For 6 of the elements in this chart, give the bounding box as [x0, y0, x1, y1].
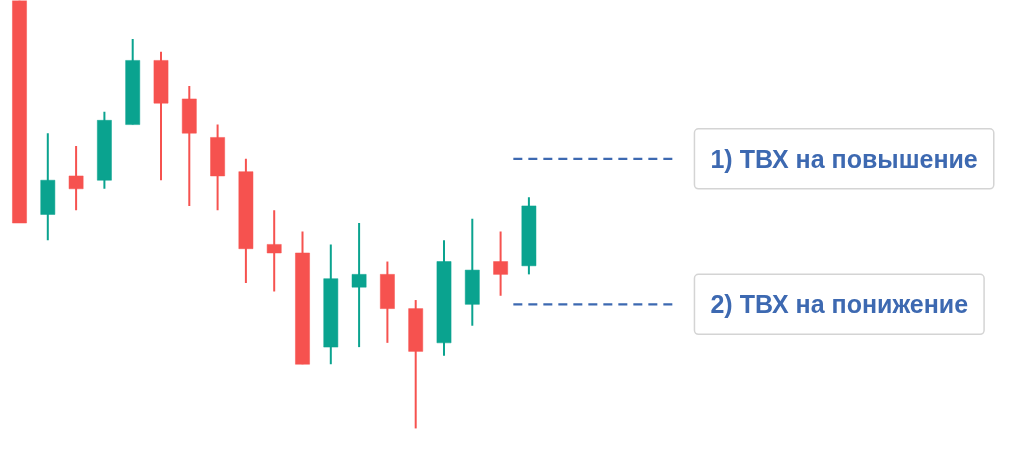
- candlestick: [68, 144, 84, 212]
- candlestick: [493, 230, 508, 297]
- candlestick: [351, 222, 367, 349]
- ref-line-label: 1) ТВХ на повышение: [710, 144, 978, 173]
- candlestick: [266, 209, 282, 293]
- ref-line-label: 2) ТВХ на понижение: [710, 290, 969, 319]
